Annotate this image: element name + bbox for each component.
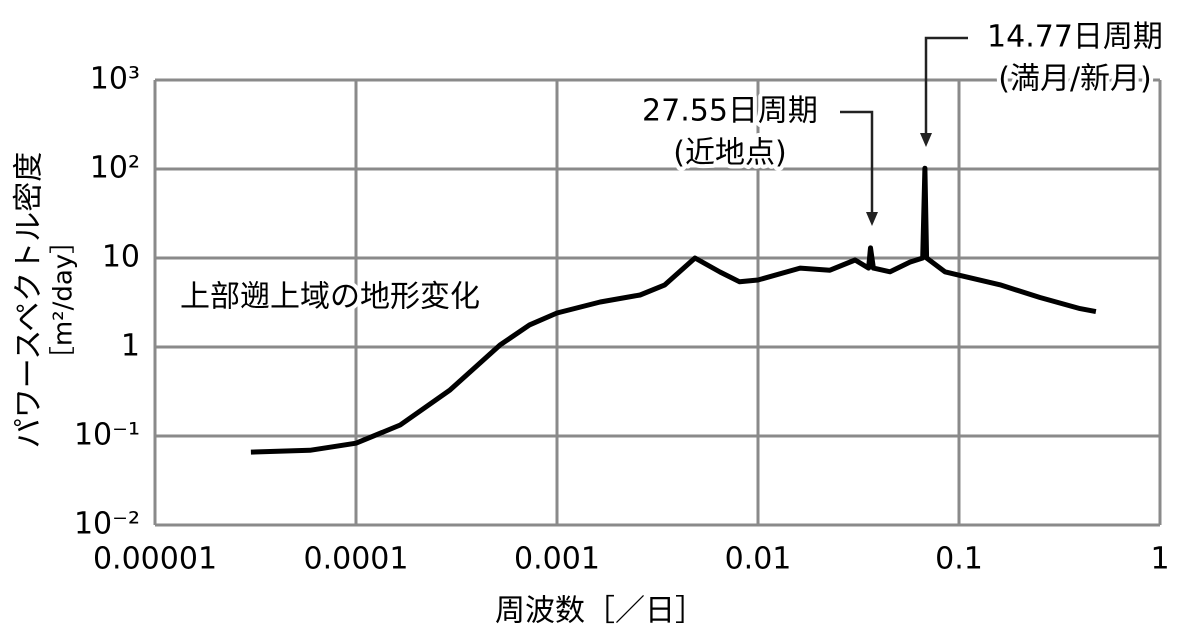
y-axis-label: パワースペクトル密度	[12, 152, 47, 448]
y-tick-label: 10	[102, 240, 140, 275]
arrow-head	[920, 133, 932, 147]
annotation-text: (満月/新月)	[998, 62, 1152, 97]
data-line	[250, 165, 1097, 455]
x-tick-label: 0.001	[514, 542, 600, 577]
y-axis-label-group: パワースペクトル密度 ［m²/day］	[12, 152, 79, 448]
annotation-text: 14.77日周期	[987, 20, 1163, 55]
x-axis-label: 周波数［／日］	[495, 594, 705, 629]
x-tick-label: 1	[1150, 542, 1169, 577]
y-axis-unit: ［m²/day］	[49, 228, 79, 372]
y-tick-label: 10²	[90, 151, 140, 186]
y-tick-label: 10⁻¹	[74, 418, 140, 453]
annotation-text: 27.55日周期	[642, 94, 818, 129]
x-tick-label: 0.1	[935, 542, 983, 577]
x-tick-label: 0.01	[725, 542, 792, 577]
annotation-arrow	[924, 36, 968, 143]
y-tick-label: 10³	[90, 62, 140, 97]
x-tick-label: 0.00001	[93, 542, 217, 577]
y-tick-label: 1	[121, 329, 140, 364]
y-tick-label: 10⁻²	[74, 507, 140, 542]
annotation-text: (近地点)	[673, 136, 786, 171]
annotation-text: 上部遡上域の地形変化	[180, 280, 480, 315]
arrow-head	[866, 212, 878, 226]
annotation-arrow	[840, 110, 874, 222]
x-tick-label: 0.0001	[304, 542, 409, 577]
